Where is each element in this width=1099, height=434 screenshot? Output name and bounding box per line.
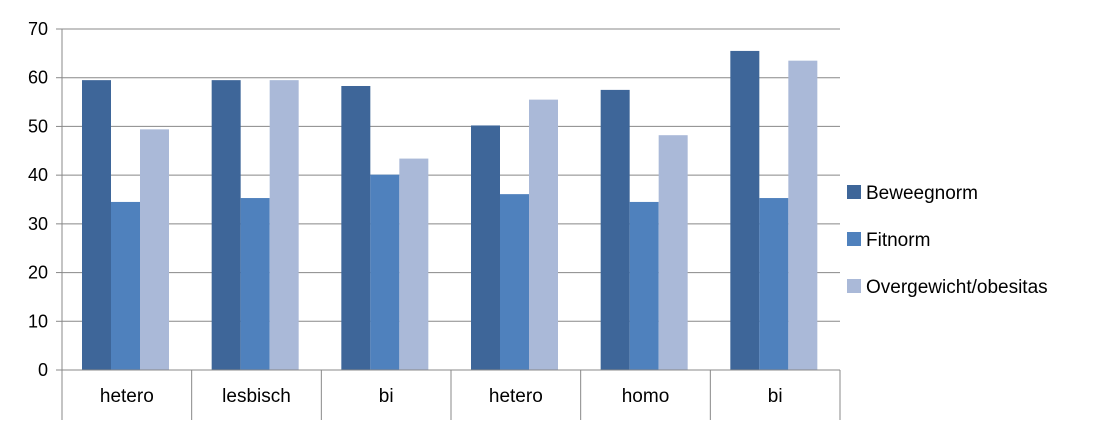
x-category-label: hetero [489,386,543,407]
bar [788,60,818,371]
bar [370,174,400,370]
bar [269,80,299,371]
y-tick-label: 10 [28,311,48,331]
bar [111,201,140,370]
bar [730,50,760,371]
x-category-label: bi [768,386,783,407]
legend-label: Beweegnorm [866,183,978,204]
x-category-label: homo [622,386,670,407]
legend-label: Overgewicht/obesitas [866,277,1048,298]
bar [471,125,500,370]
bar [759,198,789,370]
y-tick-label: 30 [28,214,48,234]
legend-swatch [847,279,861,293]
bar [500,194,529,370]
x-axis-categories: hetero lesbisch bi hetero homo bi [100,370,841,420]
axes [61,29,840,420]
bar [629,201,659,370]
y-tick-label: 50 [28,116,48,136]
bar [240,198,270,370]
y-axis-ticks: 0 10 20 30 40 50 60 70 [28,19,62,380]
bar [211,80,241,371]
y-tick-label: 40 [28,165,48,185]
legend-swatch [847,185,861,199]
bar [658,135,688,370]
y-tick-label: 20 [28,263,48,283]
y-tick-label: 70 [28,19,48,39]
bar [399,158,429,370]
bar [529,99,558,370]
legend-swatch [847,232,861,246]
bar [140,129,169,370]
y-tick-label: 0 [38,360,48,380]
bar [341,85,371,370]
bar [82,80,111,371]
x-category-label: hetero [100,386,154,407]
y-tick-label: 60 [28,68,48,88]
legend-label: Fitnorm [866,230,930,251]
bar [600,89,630,371]
x-category-label: bi [379,386,394,407]
bars [82,50,818,371]
legend: Beweegnorm Fitnorm Overgewicht/obesitas [847,183,1048,298]
x-category-label: lesbisch [222,386,291,407]
gridlines [62,28,840,322]
